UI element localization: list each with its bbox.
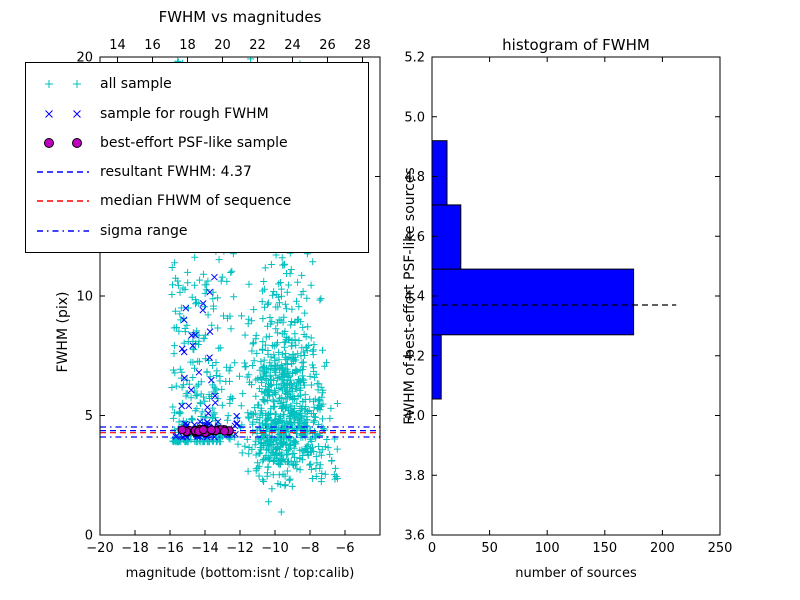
right-xtick-label: 50 [481, 541, 498, 556]
sigma-range-line-icon [37, 229, 89, 232]
resultant-fwhm-line-icon [37, 171, 89, 173]
legend-item-rough-fwhm: sample for rough FWHM [34, 104, 360, 124]
left-top-xtick-label: 18 [179, 38, 196, 53]
left-xtick-label: −6 [335, 541, 354, 556]
histogram-bars [431, 140, 635, 400]
left-ytick-label: 10 [76, 290, 93, 305]
hist-bar [431, 334, 442, 400]
left-xtick-label: −16 [156, 541, 183, 556]
legend-item-label: median FHWM of sequence [100, 193, 292, 210]
left-xtick-label: −10 [261, 541, 288, 556]
left-top-xtick-label: 20 [214, 38, 231, 53]
left-xtick-label: −12 [226, 541, 253, 556]
left-xtick-label: −14 [191, 541, 218, 556]
legend-item-label: all sample [100, 76, 172, 93]
scatter-plot-area [100, 57, 380, 516]
legend-item-resultant-fwhm: resultant FWHM: 4.37 [34, 162, 360, 182]
left-xaxis-label: magnitude (bottom:isnt / top:calib) [125, 566, 355, 581]
right-xtick-label: 250 [708, 541, 733, 556]
left-xtick-label: −18 [121, 541, 148, 556]
legend-item-label: sample for rough FWHM [100, 105, 269, 122]
right-xtick-label: 150 [592, 541, 617, 556]
legend: all sample sample for rough FWHM best-ef… [25, 62, 369, 253]
left-xtick-label: −8 [300, 541, 319, 556]
right-yaxis-label: FWHM of best-effort PSF-like sources [402, 167, 418, 425]
median-fwhm-line-icon [37, 200, 89, 203]
right-ytick-label: 3.8 [404, 469, 425, 484]
right-ytick-label: 3.6 [404, 529, 425, 544]
right-ytick-label: 4.4 [404, 290, 425, 305]
hist-bar [431, 268, 635, 336]
left-top-xtick-label: 22 [249, 38, 266, 53]
left-ytick-label: 0 [85, 529, 93, 544]
right-xtick-label: 200 [650, 541, 675, 556]
hist-bar [431, 204, 462, 270]
circle-marker-icon [44, 137, 82, 148]
right-ytick-label: 4.6 [404, 230, 425, 245]
left-top-xtick-label: 28 [354, 38, 371, 53]
right-ytick-label: 4.0 [404, 409, 425, 424]
hist-bar [431, 140, 448, 206]
legend-item-sigma-range: sigma range [34, 221, 360, 241]
left-xtick-label: −20 [86, 541, 113, 556]
right-ytick-label: 5.2 [404, 51, 425, 66]
series-best-effort-psf-like-sample [177, 424, 234, 438]
left-top-xtick-label: 24 [284, 38, 301, 53]
right-ytick-label: 5.0 [404, 110, 425, 125]
x-marker-icon [45, 109, 81, 118]
legend-item-psf-sample: best-effort PSF-like sample [34, 133, 360, 153]
right-xaxis-label: number of sources [515, 566, 637, 581]
legend-item-label: best-effort PSF-like sample [100, 134, 288, 151]
legend-item-label: resultant FWHM: 4.37 [100, 164, 252, 181]
right-xtick-label: 0 [428, 541, 436, 556]
right-ytick-label: 4.8 [404, 170, 425, 185]
left-ytick-label: 5 [85, 409, 93, 424]
left-yaxis-label: FWHM (pix) [55, 291, 71, 373]
left-top-xtick-label: 16 [144, 38, 161, 53]
left-top-xtick-label: 14 [109, 38, 126, 53]
legend-item-all-sample: all sample [34, 74, 360, 94]
left-top-xtick-label: 26 [319, 38, 336, 53]
plus-marker-icon [45, 80, 81, 89]
left-chart-title: FWHM vs magnitudes [158, 8, 322, 26]
left-ytick-label: 20 [76, 51, 93, 66]
legend-item-median-fwhm: median FHWM of sequence [34, 191, 360, 211]
right-chart-title: histogram of FWHM [502, 36, 650, 54]
legend-item-label: sigma range [100, 222, 188, 239]
right-ytick-label: 4.2 [404, 349, 425, 364]
right-xtick-label: 100 [535, 541, 560, 556]
